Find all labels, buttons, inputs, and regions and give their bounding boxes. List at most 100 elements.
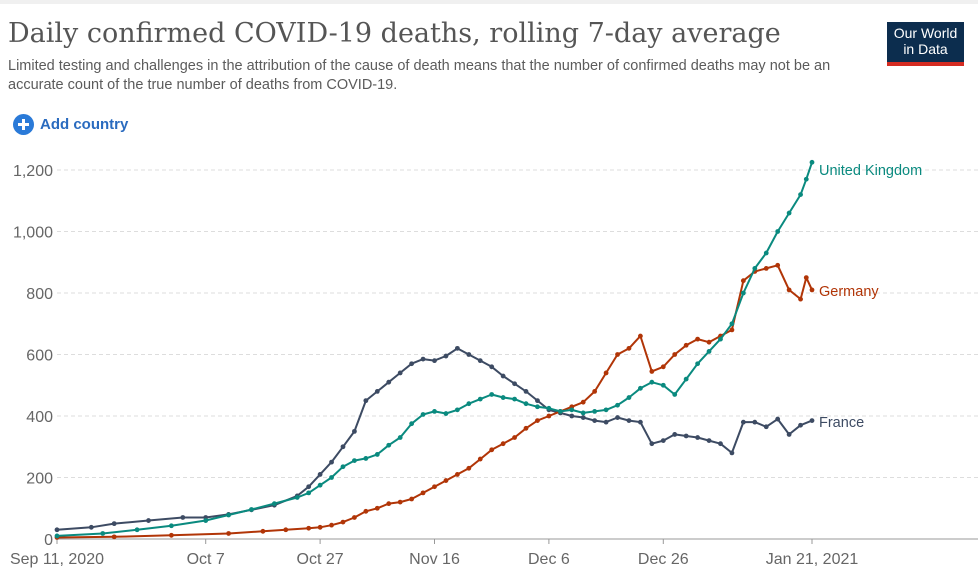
data-point-france bbox=[340, 444, 346, 450]
data-point-france bbox=[489, 364, 495, 370]
data-point-uk bbox=[638, 385, 643, 391]
series-line-uk bbox=[56, 161, 813, 537]
data-point-germany bbox=[706, 339, 712, 345]
x-tick-label: Nov 16 bbox=[409, 551, 460, 568]
chart-title: Daily confirmed COVID-19 deaths, rolling… bbox=[8, 18, 781, 49]
data-point-france bbox=[660, 438, 666, 443]
data-point-uk bbox=[363, 456, 369, 461]
data-point-france bbox=[111, 521, 117, 527]
data-point-germany bbox=[803, 275, 809, 281]
data-point-germany bbox=[580, 399, 586, 405]
data-point-uk bbox=[466, 401, 472, 407]
data-point-germany bbox=[489, 447, 495, 453]
data-point-germany bbox=[546, 413, 552, 419]
logo-line-1: Our World bbox=[893, 25, 958, 41]
data-point-france bbox=[638, 419, 643, 425]
data-point-germany bbox=[626, 345, 632, 351]
data-point-uk bbox=[683, 376, 689, 382]
data-point-france bbox=[786, 432, 792, 437]
data-point-france bbox=[420, 356, 426, 362]
data-point-france bbox=[409, 361, 415, 367]
data-point-uk bbox=[352, 458, 357, 463]
data-point-germany bbox=[523, 425, 529, 431]
data-point-germany bbox=[226, 531, 231, 536]
series-line-germany bbox=[56, 264, 813, 539]
data-point-france bbox=[386, 379, 392, 385]
data-point-uk bbox=[809, 159, 815, 165]
data-point-germany bbox=[340, 519, 346, 525]
data-point-germany bbox=[592, 389, 598, 394]
data-point-uk bbox=[740, 290, 746, 296]
data-point-germany bbox=[809, 287, 815, 293]
data-point-uk bbox=[718, 336, 723, 342]
data-point-uk bbox=[626, 395, 632, 400]
data-point-france bbox=[683, 433, 689, 439]
data-point-uk bbox=[203, 518, 209, 523]
data-point-germany bbox=[352, 515, 357, 520]
data-point-germany bbox=[763, 266, 769, 271]
data-point-uk bbox=[592, 408, 598, 414]
data-point-uk bbox=[386, 442, 392, 448]
data-point-france bbox=[454, 345, 460, 351]
data-point-germany bbox=[111, 534, 117, 540]
data-point-germany bbox=[329, 522, 334, 528]
data-point-germany bbox=[168, 532, 174, 538]
data-point-uk bbox=[729, 321, 735, 327]
data-point-france bbox=[432, 358, 437, 364]
data-point-germany bbox=[420, 490, 426, 496]
data-point-france bbox=[523, 389, 529, 394]
data-point-uk bbox=[420, 412, 426, 417]
data-point-germany bbox=[638, 333, 643, 339]
data-point-uk bbox=[603, 407, 609, 413]
data-point-uk bbox=[100, 531, 106, 536]
our-world-in-data-logo[interactable]: Our World in Data bbox=[887, 22, 964, 66]
data-point-germany bbox=[466, 465, 472, 471]
data-point-uk bbox=[763, 250, 769, 256]
data-point-france bbox=[180, 515, 186, 520]
data-point-uk bbox=[226, 512, 231, 518]
data-point-germany bbox=[500, 441, 506, 447]
data-point-germany bbox=[740, 278, 746, 284]
data-point-uk bbox=[168, 523, 174, 529]
data-point-france bbox=[363, 398, 369, 404]
x-tick-label: Oct 7 bbox=[187, 551, 225, 568]
data-point-france bbox=[695, 435, 701, 440]
data-point-france bbox=[466, 352, 472, 357]
data-point-germany bbox=[306, 525, 312, 531]
data-point-uk bbox=[443, 411, 449, 416]
data-point-france bbox=[580, 415, 586, 420]
data-point-germany bbox=[283, 527, 289, 533]
data-point-france bbox=[672, 432, 678, 437]
data-point-germany bbox=[786, 287, 792, 293]
data-point-germany bbox=[397, 499, 403, 505]
chart-subtitle: Limited testing and challenges in the at… bbox=[8, 58, 831, 93]
add-country-button[interactable]: Add country bbox=[13, 114, 128, 135]
data-point-germany bbox=[798, 296, 803, 302]
y-tick-label: 200 bbox=[26, 471, 53, 488]
data-point-uk bbox=[660, 382, 666, 388]
data-point-france bbox=[397, 370, 403, 376]
series-label-germany: Germany bbox=[819, 284, 879, 300]
data-point-uk bbox=[535, 404, 540, 410]
data-point-uk bbox=[706, 349, 712, 354]
y-tick-label: 800 bbox=[26, 286, 53, 303]
data-point-uk bbox=[803, 176, 809, 182]
data-point-uk bbox=[649, 379, 655, 385]
data-point-germany bbox=[512, 435, 517, 440]
series-label-uk: United Kingdom bbox=[819, 163, 922, 179]
data-point-uk bbox=[775, 229, 781, 234]
data-point-france bbox=[729, 450, 735, 456]
data-point-uk bbox=[432, 408, 437, 414]
data-point-france bbox=[500, 373, 506, 379]
data-point-germany bbox=[683, 342, 689, 348]
data-point-uk bbox=[271, 501, 277, 507]
data-point-uk bbox=[557, 408, 563, 414]
data-point-france bbox=[626, 418, 632, 424]
x-tick-label: Jan 21, 2021 bbox=[766, 551, 859, 568]
data-point-france bbox=[740, 419, 746, 425]
data-point-france bbox=[535, 398, 540, 404]
data-point-germany bbox=[649, 369, 655, 374]
data-point-uk bbox=[134, 527, 140, 533]
data-point-france bbox=[592, 418, 598, 424]
